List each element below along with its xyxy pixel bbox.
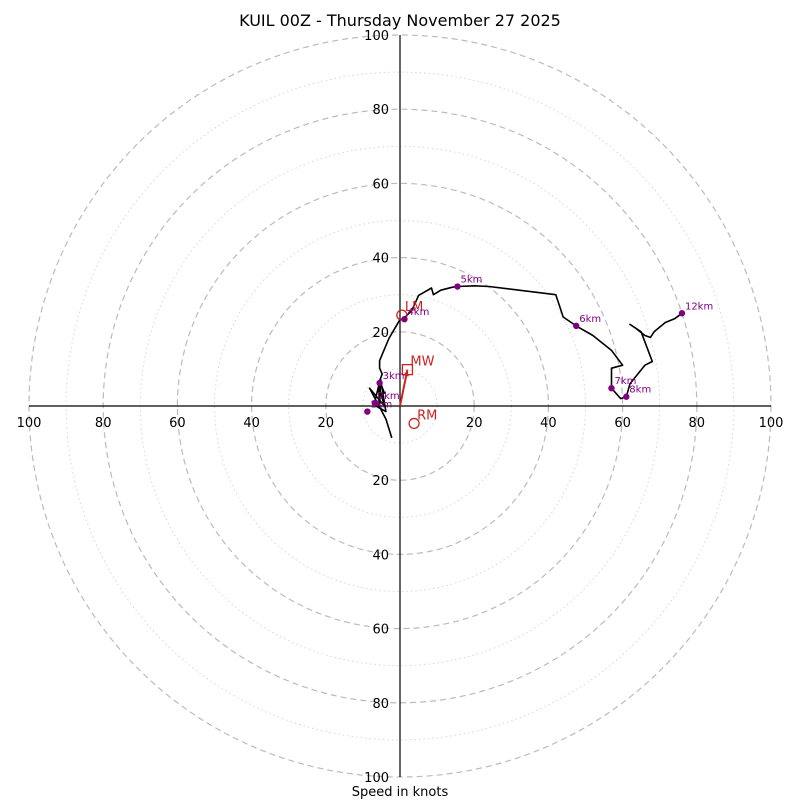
y-tick-label: 100 (364, 771, 389, 786)
height-marker-dot (608, 384, 615, 392)
y-tick-label: 40 (372, 252, 389, 267)
x-axis-label: Speed in knots (352, 785, 449, 800)
x-tick-label: 20 (466, 416, 483, 431)
height-marker-label: 7km (614, 376, 636, 387)
height-marker-label: 6km (579, 314, 601, 325)
y-tick-label: 80 (372, 103, 389, 118)
height-marker-label: 4km (407, 307, 429, 318)
y-tick-label: 20 (372, 326, 389, 341)
x-tick-label: 20 (318, 416, 335, 431)
storm-motion-label: MW (410, 355, 434, 370)
height-marker-label: 1km (370, 400, 392, 411)
chart-title: KUIL 00Z - Thursday November 27 2025 (239, 11, 561, 30)
y-tick-label: 60 (372, 177, 389, 192)
height-marker-dot (623, 393, 630, 400)
storm-motion-circle (408, 417, 420, 430)
x-tick-label: 80 (95, 416, 112, 431)
height-marker-label: 5km (461, 275, 483, 286)
x-tick-label: 60 (169, 416, 186, 431)
height-marker-dot (454, 283, 461, 290)
height-marker-label: 2km (378, 391, 400, 402)
height-marker-dot (371, 399, 378, 407)
height-marker-dot (401, 315, 408, 323)
storm-motion-square (401, 363, 414, 376)
y-tick-label: 80 (372, 697, 389, 712)
height-marker-dot (364, 408, 371, 415)
x-tick-label: 100 (17, 416, 42, 431)
x-tick-label: 60 (614, 416, 631, 431)
y-tick-label: 60 (372, 623, 389, 638)
x-tick-label: 80 (689, 416, 706, 431)
storm-motion-label: LM (405, 300, 423, 315)
height-marker-dot (678, 310, 686, 317)
height-marker-label: 3km (383, 371, 405, 382)
x-tick-label: 40 (243, 416, 260, 431)
x-tick-label: 100 (759, 416, 784, 431)
height-marker-dot (573, 322, 580, 330)
height-marker-label: 12km (685, 301, 713, 312)
tick-labels: 100 80 60 40 20 20 40 60 80 100 100 80 60 40 20 20 40 60 8… (17, 29, 784, 786)
y-tick-label: 20 (372, 474, 389, 489)
storm-motion-label: RM (417, 408, 437, 423)
height-marker-dot (376, 379, 383, 387)
storm-motions: LM MW RM (396, 300, 437, 430)
y-tick-label: 100 (364, 29, 389, 44)
x-tick-label: 40 (540, 416, 557, 431)
height-marker-label: 8km (629, 385, 651, 396)
y-tick-label: 40 (372, 548, 389, 563)
